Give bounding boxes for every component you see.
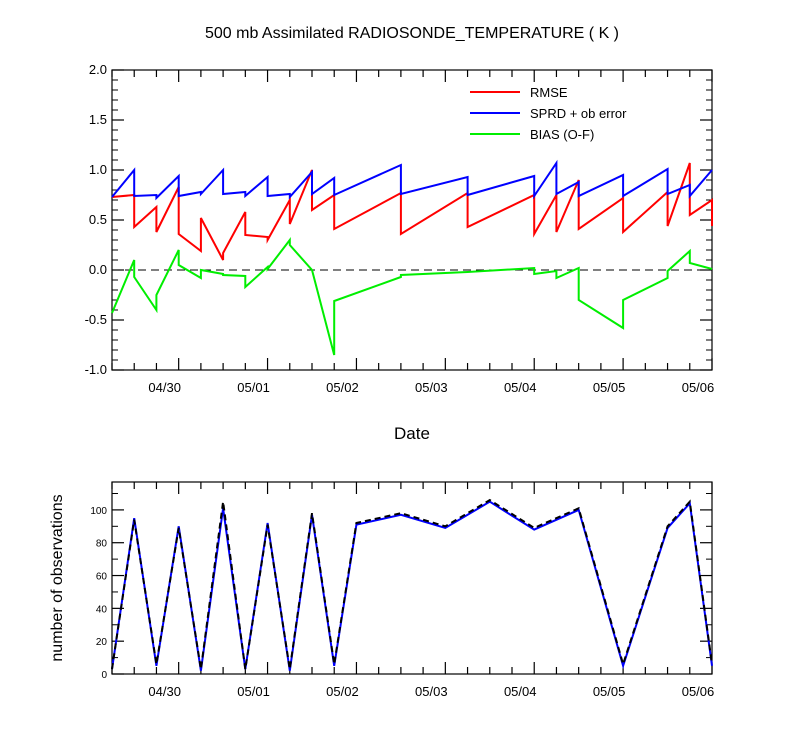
legend-label: SPRD + ob error xyxy=(530,106,627,121)
y-axis-label-observations: number of observations xyxy=(49,494,66,661)
y-tick-label: 60 xyxy=(96,572,108,583)
bottom-plot-frame xyxy=(111,481,713,675)
legend-label: RMSE xyxy=(530,85,568,100)
x-tick-label: 04/30 xyxy=(148,684,181,699)
x-tick-label: 05/06 xyxy=(682,380,715,395)
y-tick-label: 0.0 xyxy=(89,262,107,277)
top-series-group xyxy=(111,159,713,356)
y-tick-label: -1.0 xyxy=(85,362,107,377)
observations-line-dashed xyxy=(111,498,713,670)
legend-label: BIAS (O-F) xyxy=(530,127,594,142)
legend: RMSE SPRD + ob error BIAS (O-F) xyxy=(470,85,627,142)
top-axes: 04/30 05/01 05/02 05/03 05/04 05/05 05/06 -1.0 -… xyxy=(85,62,715,395)
y-tick-label: 1.0 xyxy=(89,162,107,177)
bottom-series-group xyxy=(111,498,713,671)
x-tick-label: 05/04 xyxy=(504,684,537,699)
y-tick-label: 1.5 xyxy=(89,112,107,127)
x-tick-label: 05/05 xyxy=(593,380,626,395)
y-tick-label: 20 xyxy=(96,637,108,648)
x-tick-label: 05/01 xyxy=(237,684,270,699)
x-tick-label: 05/06 xyxy=(682,684,715,699)
x-tick-label: 05/01 xyxy=(237,380,270,395)
y-tick-label: 0 xyxy=(101,670,107,681)
y-tick-label: 80 xyxy=(96,539,108,550)
observations-line xyxy=(111,500,713,671)
x-tick-label: 05/02 xyxy=(326,380,359,395)
bottom-axes: 04/30 05/01 05/02 05/03 05/04 05/05 05/06 0 20 40… xyxy=(90,482,714,699)
bottom-plot-area: 04/30 05/01 05/02 05/03 05/04 05/05 05/06 0 20 40… xyxy=(90,481,714,699)
y-tick-label: 100 xyxy=(90,506,107,517)
y-tick-label: 2.0 xyxy=(89,62,107,77)
y-tick-label: 40 xyxy=(96,604,108,615)
x-tick-label: 05/02 xyxy=(326,684,359,699)
chart-title: 500 mb Assimilated RADIOSONDE_TEMPERATUR… xyxy=(205,25,619,42)
x-tick-label: 05/03 xyxy=(415,684,448,699)
x-axis-label: Date xyxy=(394,424,430,443)
x-tick-label: 05/03 xyxy=(415,380,448,395)
x-tick-label: 04/30 xyxy=(148,380,181,395)
y-tick-label: -0.5 xyxy=(85,312,107,327)
x-tick-label: 05/04 xyxy=(504,380,537,395)
x-tick-label: 05/05 xyxy=(593,684,626,699)
y-tick-label: 0.5 xyxy=(89,212,107,227)
series-line-sprd-ob-error xyxy=(111,159,713,201)
top-plot-area: 04/30 05/01 05/02 05/03 05/04 05/05 05/06 -1.0 -… xyxy=(85,62,715,395)
series-line-rmse xyxy=(111,162,713,261)
series-line-bias-o-f xyxy=(111,237,713,356)
